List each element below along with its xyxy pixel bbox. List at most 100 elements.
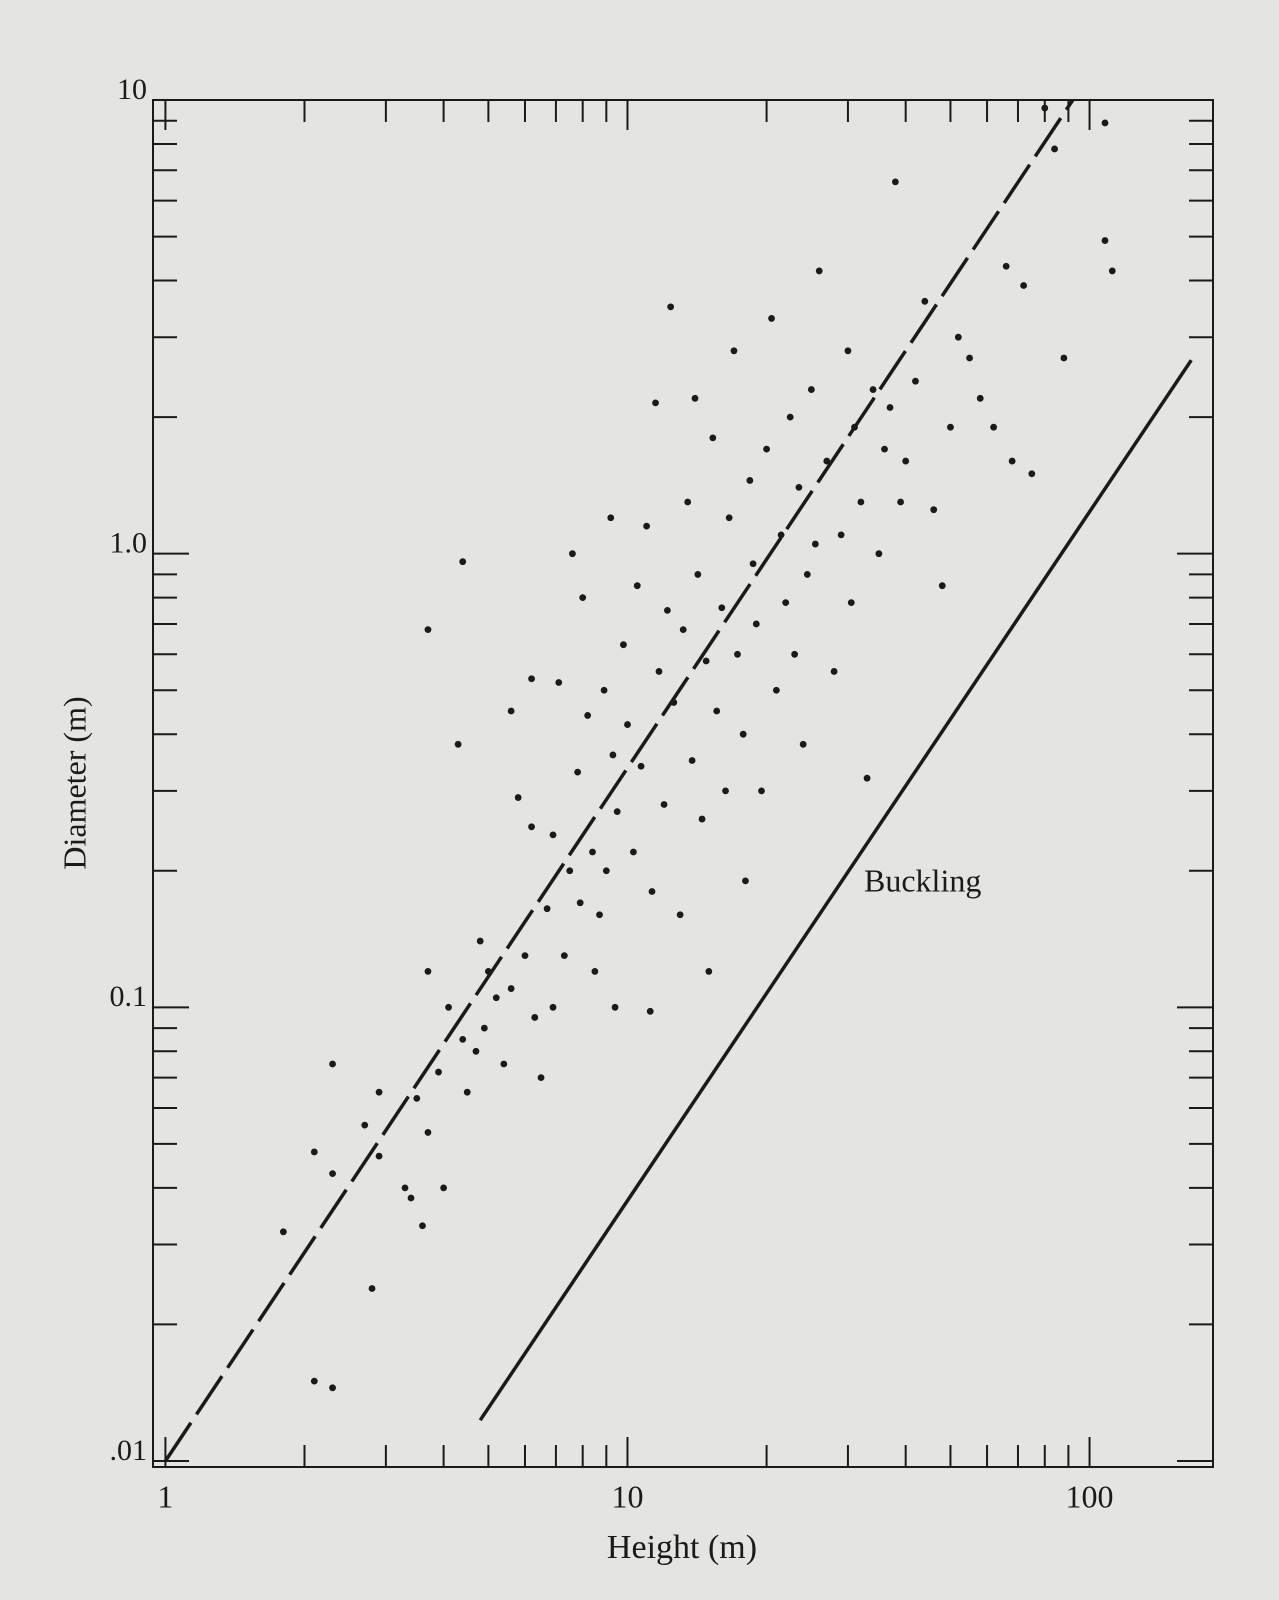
- data-point: [407, 1194, 415, 1202]
- data-point: [746, 477, 754, 484]
- data-point: [463, 1088, 471, 1096]
- data-point: [514, 794, 522, 801]
- data-point: [752, 620, 760, 628]
- data-point: [718, 604, 726, 612]
- data-point: [912, 377, 919, 385]
- data-point: [976, 394, 984, 402]
- data-point: [537, 1074, 545, 1082]
- data-point: [902, 457, 910, 465]
- data-point: [688, 757, 696, 764]
- y-tick-label: 0.1: [110, 980, 148, 1013]
- y-tick-label: 10: [117, 73, 147, 106]
- data-point: [584, 712, 592, 719]
- data-point: [424, 968, 432, 975]
- data-point: [1060, 354, 1068, 362]
- data-point: [742, 877, 749, 885]
- data-point: [620, 641, 627, 649]
- data-point: [531, 1014, 539, 1021]
- data-point: [670, 699, 678, 706]
- data-point: [401, 1184, 409, 1192]
- data-point: [684, 498, 692, 506]
- data-point: [375, 1152, 383, 1160]
- data-point: [543, 905, 551, 913]
- data-point: [637, 762, 645, 770]
- data-point: [419, 1222, 426, 1230]
- data-point: [609, 751, 617, 759]
- data-point: [310, 1377, 318, 1385]
- data-point: [921, 297, 929, 305]
- data-point: [763, 445, 770, 453]
- data-point: [676, 911, 684, 919]
- data-point: [646, 1007, 654, 1015]
- data-point: [454, 740, 462, 748]
- data-point: [560, 952, 568, 960]
- data-point: [579, 594, 587, 602]
- data-point: [648, 888, 656, 895]
- data-point: [758, 787, 765, 795]
- data-point: [459, 1035, 467, 1043]
- data-point: [549, 831, 557, 839]
- data-point: [607, 514, 615, 522]
- data-point: [881, 445, 888, 453]
- data-point: [528, 823, 535, 831]
- data-point: [815, 267, 823, 275]
- data-point: [869, 386, 877, 393]
- data-point: [375, 1088, 383, 1096]
- data-point: [830, 668, 838, 675]
- data-point: [768, 315, 775, 322]
- data-point: [555, 679, 563, 686]
- data-point: [528, 675, 535, 683]
- data-point: [698, 815, 706, 823]
- data-point: [954, 333, 962, 341]
- data-point: [938, 582, 946, 590]
- data-point: [702, 657, 710, 665]
- data-point: [624, 721, 631, 728]
- data-point: [424, 1129, 432, 1136]
- data-point: [549, 1003, 557, 1011]
- data-point: [713, 707, 721, 715]
- x-tick-label: 10: [611, 1478, 643, 1514]
- data-point: [600, 686, 608, 694]
- data-point: [786, 413, 794, 421]
- y-tick-label: 1.0: [110, 527, 148, 560]
- data-point: [492, 994, 500, 1002]
- data-point: [310, 1148, 318, 1156]
- data-point: [709, 434, 717, 442]
- data-point: [611, 1003, 619, 1011]
- data-point: [679, 626, 687, 634]
- data-point: [1002, 262, 1010, 270]
- data-point: [891, 178, 899, 186]
- buckling-line: [478, 359, 1193, 1422]
- data-point: [476, 937, 484, 945]
- data-point: [694, 571, 702, 578]
- data-point: [440, 1184, 448, 1192]
- data-point: [1051, 145, 1058, 153]
- data-point: [777, 531, 785, 539]
- data-point: [329, 1060, 336, 1068]
- data-point: [574, 768, 582, 776]
- data-point: [329, 1170, 336, 1178]
- data-point: [1101, 237, 1109, 244]
- data-point: [722, 787, 729, 795]
- data-point: [507, 985, 515, 992]
- data-point: [1020, 282, 1028, 289]
- x-axis-label: Height (m): [607, 1529, 757, 1566]
- data-point: [823, 457, 831, 465]
- data-point: [782, 599, 790, 607]
- data-point: [863, 774, 871, 782]
- data-point: [507, 707, 515, 715]
- data-point: [897, 498, 904, 506]
- data-point: [691, 394, 699, 402]
- data-point: [1041, 104, 1049, 112]
- x-tick-label: 1: [157, 1478, 173, 1514]
- data-point: [1101, 119, 1109, 127]
- data-point: [663, 606, 671, 614]
- data-point: [613, 808, 621, 816]
- data-point: [643, 522, 651, 530]
- data-point: [1028, 470, 1036, 478]
- data-point: [279, 1228, 287, 1236]
- data-point: [734, 650, 741, 658]
- data-point: [424, 626, 432, 634]
- line-label: Buckling: [864, 862, 981, 898]
